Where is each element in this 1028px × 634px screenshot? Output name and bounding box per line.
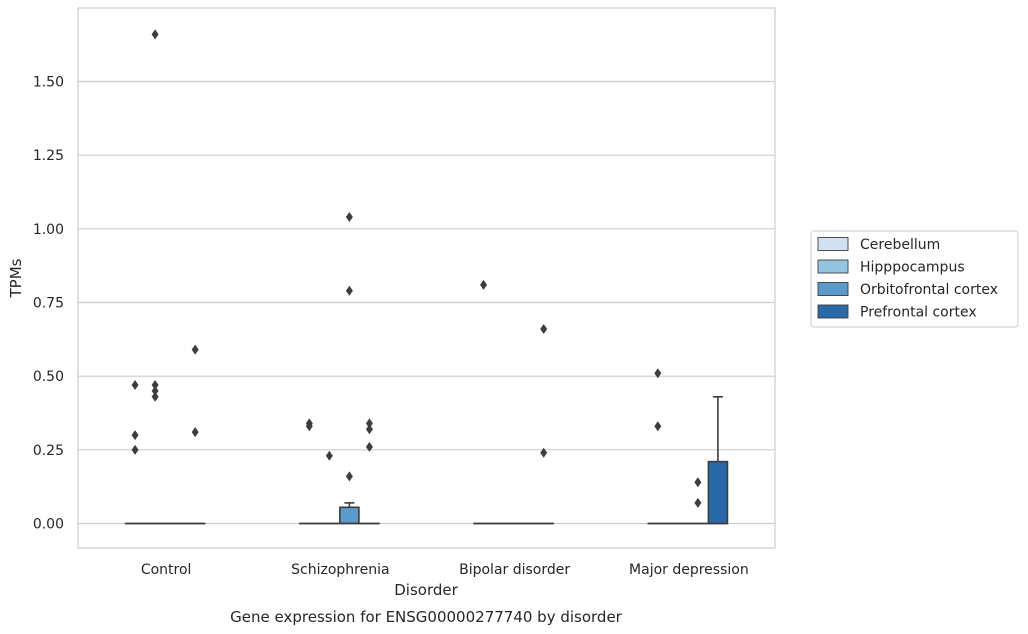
outlier-point: [131, 430, 139, 441]
outlier-point: [151, 380, 159, 391]
y-tick-label: 0.50: [33, 369, 64, 385]
y-tick-label: 1.00: [33, 222, 64, 238]
legend: Cerebellum Hipppocampus Orbitofrontal cort…: [810, 230, 1019, 328]
y-tick-label: 0.25: [33, 443, 64, 459]
legend-swatch: [817, 282, 849, 296]
outlier-point: [345, 212, 353, 223]
outlier-point: [345, 285, 353, 296]
grid-lines: [78, 80, 775, 525]
outlier-point: [654, 368, 662, 379]
outlier-point: [305, 421, 313, 432]
x-tick-label: Control: [141, 562, 192, 578]
x-tick-label: Schizophrenia: [291, 562, 389, 578]
outlier-point: [151, 385, 159, 396]
outlier-point: [325, 450, 333, 461]
legend-swatch: [817, 237, 849, 251]
outlier-point: [131, 444, 139, 455]
outlier-point: [131, 380, 139, 391]
y-tick-label: 0.00: [33, 517, 64, 533]
y-tick-label: 0.75: [33, 296, 64, 312]
x-axis-label: Disorder: [394, 581, 458, 599]
legend-label: Cerebellum: [860, 237, 940, 253]
box: [339, 506, 360, 525]
legend-label: Orbitofrontal cortex: [860, 282, 998, 298]
plot-frame: [77, 7, 776, 549]
y-axis-label: TPMs: [7, 258, 25, 298]
outlier-point: [365, 424, 373, 435]
box-prefrontal-cortex: [707, 395, 729, 525]
outlier-point: [345, 471, 353, 482]
chart-title: Gene expression for ENSG00000277740 by d…: [230, 608, 623, 626]
outlier-point: [480, 279, 488, 290]
outlier-point: [694, 497, 702, 508]
outlier-point: [191, 344, 199, 355]
x-tick-label: Bipolar disorder: [459, 562, 570, 578]
outlier-point: [151, 391, 159, 402]
box: [707, 460, 729, 525]
x-tick-labels: Control Schizophrenia Bipolar disorder Majo…: [141, 562, 749, 578]
outlier-point: [540, 324, 548, 335]
legend-swatch: [817, 304, 849, 319]
x-tick-label: Major depression: [629, 562, 749, 578]
box-series: [124, 395, 729, 525]
y-tick-labels: 0.00 0.25 0.50 0.75 1.00 1.25 1.50: [33, 75, 64, 533]
box-orbitofrontal-cortex: [339, 502, 360, 525]
outlier-point: [540, 447, 548, 458]
outlier-point: [191, 427, 199, 438]
legend-label: Hipppocampus: [860, 260, 965, 276]
outlier-point: [694, 477, 702, 488]
legend-swatch: [817, 259, 849, 274]
legend-frame: [810, 230, 1019, 328]
outlier-point: [365, 418, 373, 429]
outlier-point: [365, 441, 373, 452]
y-tick-label: 1.25: [33, 148, 64, 164]
outlier-point: [151, 29, 159, 40]
y-tick-label: 1.50: [33, 75, 64, 91]
outlier-points: [131, 29, 702, 508]
outlier-point: [654, 421, 662, 432]
legend-label: Prefrontal cortex: [860, 305, 977, 321]
